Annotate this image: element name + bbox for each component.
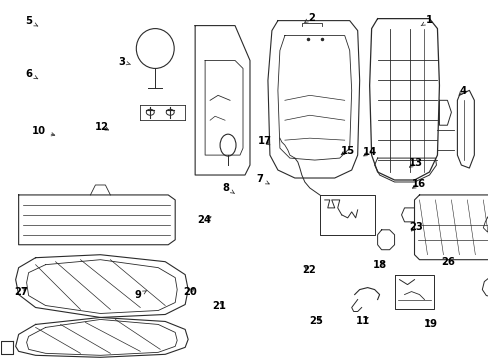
Text: 17: 17 (258, 136, 271, 146)
Text: 8: 8 (222, 183, 234, 194)
Text: 16: 16 (411, 179, 425, 189)
Text: 7: 7 (256, 174, 268, 184)
Text: 1: 1 (420, 15, 432, 26)
Text: 12: 12 (95, 122, 109, 132)
Text: 24: 24 (197, 215, 211, 225)
Text: 4: 4 (458, 86, 466, 96)
Text: 22: 22 (302, 265, 315, 275)
Text: 10: 10 (32, 126, 55, 136)
Text: 21: 21 (212, 301, 225, 311)
Text: 5: 5 (25, 17, 38, 27)
Text: 19: 19 (423, 319, 437, 329)
Text: 25: 25 (309, 316, 323, 325)
Text: 13: 13 (408, 158, 422, 168)
Text: 23: 23 (408, 222, 422, 232)
Text: 2: 2 (304, 13, 315, 23)
Text: 6: 6 (25, 69, 38, 79)
Text: 3: 3 (118, 57, 130, 67)
Text: 11: 11 (355, 316, 369, 325)
Text: 27: 27 (14, 287, 28, 297)
Text: 18: 18 (372, 260, 386, 270)
Text: 20: 20 (183, 287, 196, 297)
Text: 14: 14 (363, 147, 377, 157)
Text: 15: 15 (340, 145, 354, 156)
Text: 26: 26 (441, 257, 454, 267)
Text: 9: 9 (135, 291, 146, 301)
